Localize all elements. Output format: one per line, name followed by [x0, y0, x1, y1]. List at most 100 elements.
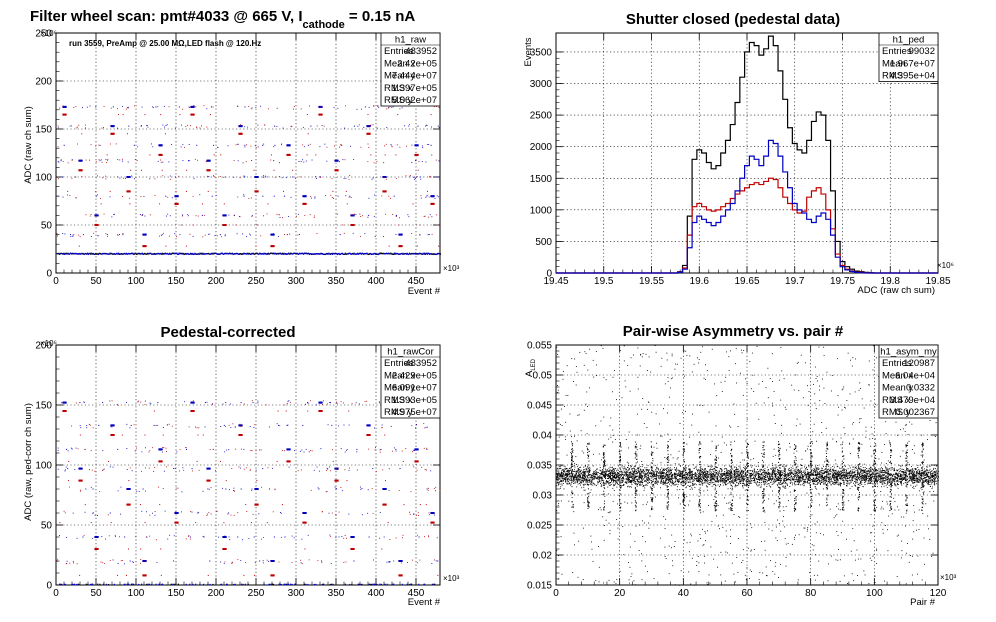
asym-band-point	[826, 468, 828, 470]
raw-baseline-point	[434, 253, 436, 256]
raw-ambient-point	[81, 176, 83, 178]
cor-baseline-point	[131, 583, 133, 586]
raw-sparse-point	[133, 144, 135, 146]
asym-band-point	[828, 476, 829, 478]
raw-baseline-point	[256, 252, 259, 255]
asym-band-point	[614, 476, 615, 478]
raw-ambient-point	[90, 144, 92, 146]
cor-ambient-point	[409, 511, 411, 513]
raw-ambient-point	[243, 194, 245, 196]
raw-ambient-point	[309, 143, 311, 145]
raw-ambient-point	[181, 124, 182, 126]
raw-baseline-point	[114, 253, 116, 255]
cor-baseline-point	[92, 583, 94, 585]
asym-band-point	[563, 469, 565, 471]
raw-sparse-point	[310, 125, 312, 127]
raw-baseline-point	[159, 253, 161, 255]
cor-blue-point	[128, 488, 130, 490]
asym-band-point	[560, 468, 562, 470]
panel-pedestal: Shutter closed (pedestal data) Events AD…	[523, 11, 954, 296]
raw-ambient-point	[163, 126, 165, 128]
ped-xtick-label: 19.5	[594, 276, 614, 287]
cor-blue-point	[65, 401, 67, 404]
cor-sparse-point	[225, 402, 227, 404]
raw-ambient-point	[372, 105, 374, 107]
asym-band-point	[882, 472, 884, 474]
cor-ambient-point	[179, 449, 181, 451]
raw-ambient-point	[216, 235, 218, 237]
asym-band-point	[918, 471, 920, 473]
cor-ambient-point	[411, 425, 413, 427]
asym-band-point	[830, 477, 832, 479]
raw-ambient-point	[288, 216, 290, 217]
asym-band-point	[666, 469, 667, 471]
cor-sparse-point	[116, 574, 118, 576]
cor-ambient-point	[331, 449, 333, 451]
cor-ambient-point	[86, 427, 88, 429]
raw-blue-point	[369, 125, 371, 128]
cor-blue-point	[385, 488, 387, 490]
raw-ambient-point	[93, 232, 95, 234]
asym-band-point	[571, 470, 573, 472]
raw-baseline-point	[369, 252, 371, 255]
cor-sparse-point	[304, 548, 306, 550]
raw-ambient-point	[195, 106, 197, 108]
cor-red-point	[239, 434, 242, 436]
cor-ambient-point	[208, 512, 210, 514]
raw-ambient-point	[350, 197, 352, 199]
raw-baseline-point	[322, 253, 324, 255]
asym-band-point	[932, 468, 934, 470]
raw-baseline-point	[231, 253, 233, 255]
asym-band-point	[731, 477, 733, 479]
cor-red-point	[385, 503, 387, 506]
raw-baseline-point	[405, 252, 407, 255]
cor-ambient-point	[322, 404, 323, 405]
asym-band-point	[857, 470, 859, 472]
cor-red-point	[257, 503, 259, 506]
asym-band-point	[767, 479, 769, 481]
asym-band-point	[747, 465, 749, 467]
asym-band-point	[691, 470, 693, 472]
asym-band-point	[691, 483, 693, 485]
cor-ambient-point	[343, 424, 345, 426]
asym-band-point	[896, 483, 898, 485]
asym-band-point	[869, 470, 871, 472]
cor-baseline-point	[207, 583, 209, 586]
raw-baseline-point	[395, 252, 397, 254]
asym-band-point	[713, 473, 715, 475]
raw-ambient-point	[343, 232, 345, 234]
raw-baseline-point	[58, 253, 61, 255]
cor-ambient-point	[434, 559, 435, 561]
raw-baseline-point	[226, 252, 228, 255]
raw-ambient-point	[134, 158, 136, 160]
raw-baseline-point	[71, 253, 73, 255]
asym-band-point	[628, 468, 630, 470]
raw-baseline-point	[215, 252, 217, 254]
raw-ambient-point	[79, 236, 81, 238]
cor-baseline-point	[359, 583, 361, 586]
asym-band-point	[824, 476, 826, 478]
raw-sparse-point	[95, 190, 97, 192]
raw-ambient-point	[224, 234, 226, 236]
cor-ambient-point	[166, 466, 168, 468]
raw-baseline-point	[61, 253, 64, 255]
cor-ambient-point	[70, 447, 72, 449]
raw-ambient-point	[115, 143, 117, 145]
raw-ambient-point	[89, 105, 91, 107]
cor-baseline-point	[283, 583, 285, 586]
cor-sparse-point	[335, 488, 337, 490]
asym-band-point	[821, 480, 823, 482]
asym-band-point	[591, 479, 593, 481]
asym-band-point	[775, 476, 777, 478]
cor-sparse-point	[245, 504, 247, 506]
asym-band-point	[795, 470, 797, 472]
asym-band-point	[734, 486, 736, 488]
raw-baseline-point	[265, 253, 267, 255]
asym-band-point	[823, 477, 825, 479]
asym-band-point	[591, 484, 592, 486]
raw-sparse-point	[342, 224, 344, 226]
raw-sparse-point	[196, 144, 198, 146]
asym-band-point	[682, 481, 684, 483]
cor-blue-point	[336, 467, 338, 470]
asym-band-point	[642, 478, 644, 480]
